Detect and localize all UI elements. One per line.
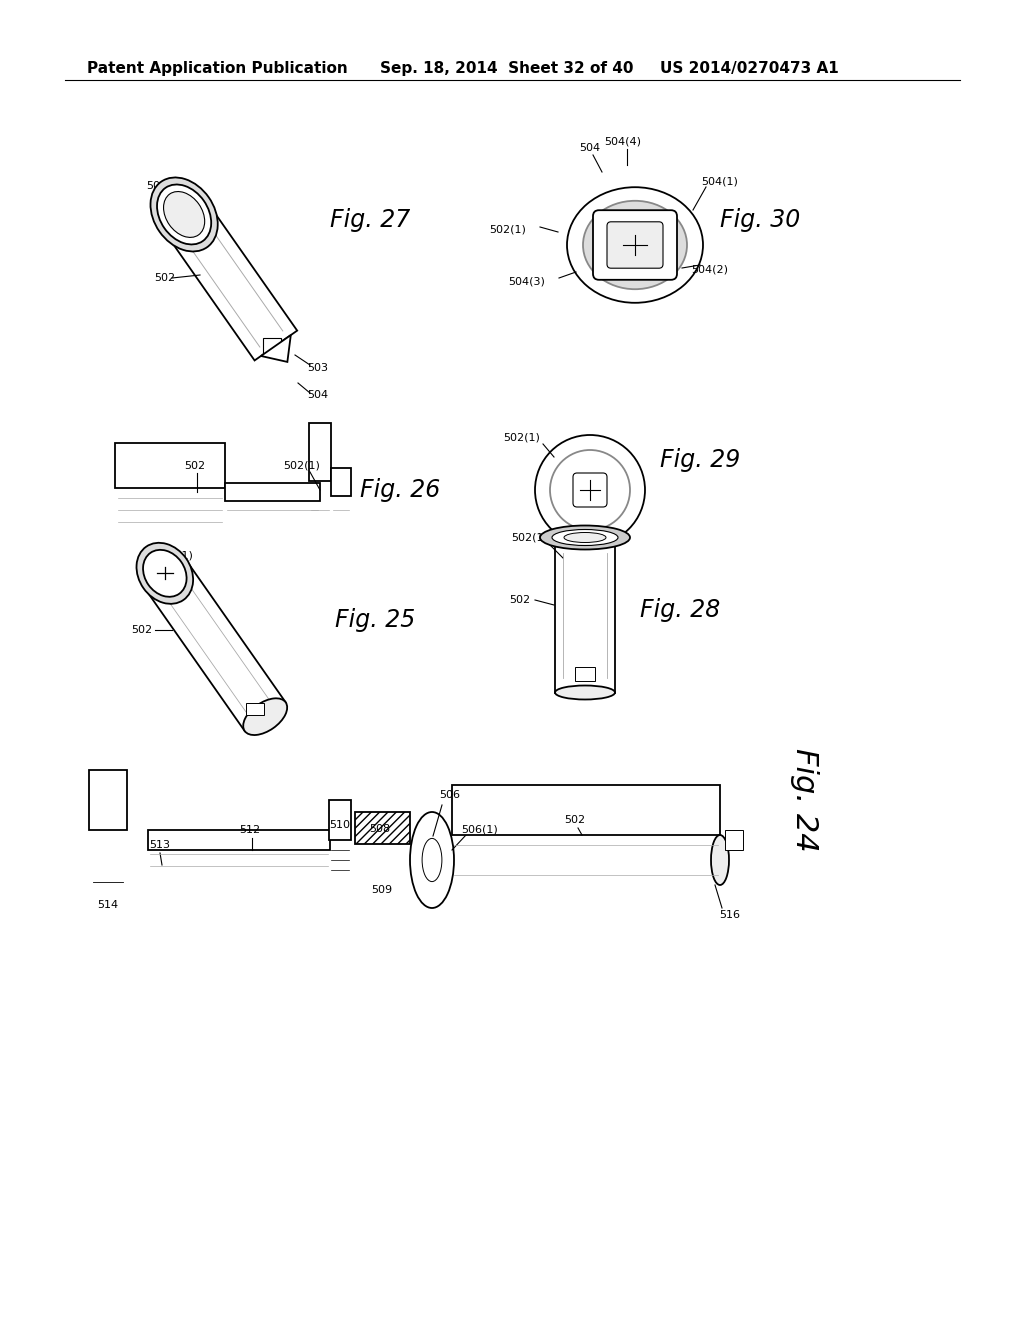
Bar — [355, 812, 410, 843]
Text: 502(1): 502(1) — [504, 432, 541, 442]
Text: 504: 504 — [580, 143, 600, 153]
Text: Fig. 26: Fig. 26 — [359, 478, 440, 502]
Text: 503: 503 — [307, 363, 329, 374]
Text: 502(1): 502(1) — [146, 180, 183, 190]
Text: US 2014/0270473 A1: US 2014/0270473 A1 — [660, 61, 839, 75]
FancyBboxPatch shape — [573, 473, 607, 507]
Ellipse shape — [136, 543, 194, 603]
Text: 502(1): 502(1) — [157, 550, 194, 561]
Ellipse shape — [422, 838, 442, 882]
Ellipse shape — [540, 525, 630, 549]
Ellipse shape — [143, 550, 186, 597]
Bar — [331, 469, 351, 496]
Ellipse shape — [164, 191, 205, 238]
FancyBboxPatch shape — [593, 210, 677, 280]
Text: Fig. 30: Fig. 30 — [720, 209, 800, 232]
Ellipse shape — [151, 177, 218, 252]
Text: 506(1): 506(1) — [462, 825, 499, 836]
Ellipse shape — [567, 187, 703, 302]
Circle shape — [535, 436, 645, 545]
Ellipse shape — [552, 529, 618, 545]
Bar — [89, 770, 127, 830]
Ellipse shape — [564, 532, 606, 543]
Text: Patent Application Publication: Patent Application Publication — [87, 61, 348, 75]
Bar — [115, 444, 225, 488]
Text: 510: 510 — [330, 820, 350, 830]
Text: 506: 506 — [439, 789, 461, 800]
Polygon shape — [144, 558, 286, 731]
Text: 514: 514 — [97, 900, 119, 909]
Bar — [225, 483, 319, 502]
Ellipse shape — [410, 812, 454, 908]
Text: 502: 502 — [184, 461, 206, 471]
Text: 516: 516 — [720, 909, 740, 920]
Bar — [148, 830, 330, 850]
Circle shape — [550, 450, 630, 531]
Text: 504: 504 — [307, 389, 329, 400]
Bar — [329, 800, 351, 840]
Text: Fig. 28: Fig. 28 — [640, 598, 720, 622]
Ellipse shape — [243, 698, 287, 735]
Text: Fig. 29: Fig. 29 — [659, 447, 740, 473]
Text: Fig. 24: Fig. 24 — [790, 748, 819, 851]
Text: 504(3): 504(3) — [509, 277, 546, 286]
Text: 512: 512 — [240, 825, 260, 836]
Text: 502: 502 — [155, 273, 175, 282]
Bar — [452, 785, 720, 836]
Bar — [263, 338, 281, 352]
Text: 508: 508 — [370, 824, 390, 834]
Ellipse shape — [555, 685, 615, 700]
Bar — [725, 830, 743, 850]
Polygon shape — [261, 335, 291, 362]
Text: 513: 513 — [150, 840, 171, 850]
Text: Fig. 25: Fig. 25 — [335, 609, 415, 632]
Bar — [555, 537, 615, 693]
Text: 504(2): 504(2) — [691, 265, 728, 275]
Polygon shape — [163, 199, 297, 360]
Text: Sep. 18, 2014  Sheet 32 of 40: Sep. 18, 2014 Sheet 32 of 40 — [380, 61, 634, 75]
Text: 502(1): 502(1) — [512, 533, 549, 543]
FancyBboxPatch shape — [607, 222, 663, 268]
Ellipse shape — [711, 836, 729, 884]
Text: 502: 502 — [564, 814, 586, 825]
Text: 504(1): 504(1) — [701, 177, 738, 187]
Ellipse shape — [583, 201, 687, 289]
Text: 502: 502 — [131, 624, 153, 635]
Bar — [309, 422, 331, 480]
Text: 502: 502 — [509, 595, 530, 605]
Text: Fig. 27: Fig. 27 — [330, 209, 411, 232]
Text: 502(1): 502(1) — [489, 224, 526, 235]
Text: 509: 509 — [372, 884, 392, 895]
Bar — [246, 702, 264, 714]
Text: 504(4): 504(4) — [604, 137, 641, 147]
Text: 502(1): 502(1) — [284, 459, 321, 470]
Bar — [575, 667, 595, 681]
Ellipse shape — [157, 185, 211, 244]
